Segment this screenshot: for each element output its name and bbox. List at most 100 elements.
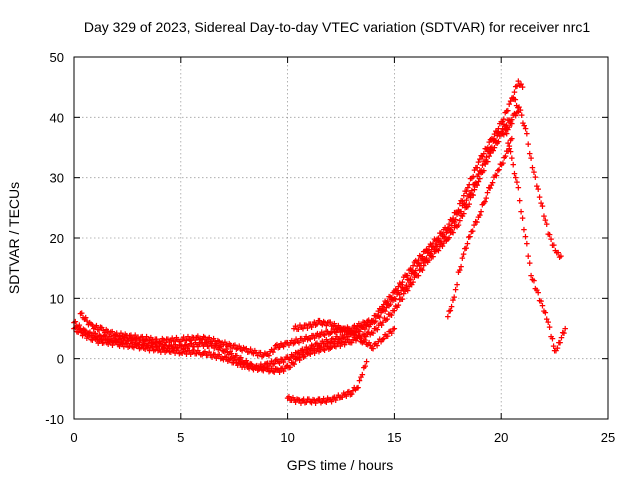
data-point: + <box>263 358 269 370</box>
data-point: + <box>324 336 330 348</box>
data-point: + <box>146 336 152 348</box>
data-point: + <box>279 354 285 366</box>
data-point: + <box>116 334 122 346</box>
data-point: + <box>247 359 253 371</box>
data-point: + <box>511 94 517 106</box>
data-point: + <box>139 332 145 344</box>
data-points: ++++++++++++++++++++++++++++++++++++++++… <box>71 76 569 410</box>
data-point: + <box>124 335 130 347</box>
data-point: + <box>399 282 405 294</box>
data-point: + <box>296 355 302 367</box>
data-point: + <box>121 332 127 344</box>
data-point: + <box>189 332 195 344</box>
data-point: + <box>524 239 530 251</box>
data-point: + <box>378 307 384 319</box>
data-point: + <box>310 394 316 406</box>
data-point: + <box>397 289 403 301</box>
data-point: + <box>534 181 540 193</box>
data-point: + <box>421 255 427 267</box>
data-point: + <box>284 361 290 373</box>
data-point: + <box>243 359 249 371</box>
data-point: + <box>206 341 212 353</box>
data-point: + <box>488 180 494 192</box>
data-point: + <box>498 129 504 141</box>
data-point: + <box>246 363 252 375</box>
data-point: + <box>240 357 246 369</box>
data-point: + <box>109 336 115 348</box>
data-point: + <box>309 330 315 342</box>
data-point: + <box>314 395 320 407</box>
x-axis-label: GPS time / hours <box>287 457 394 473</box>
data-point: + <box>367 340 373 352</box>
data-point: + <box>267 366 273 378</box>
data-point: + <box>402 283 408 295</box>
data-point: + <box>295 347 301 359</box>
data-point: + <box>95 325 101 337</box>
data-point: + <box>79 326 85 338</box>
data-point: + <box>433 246 439 258</box>
data-point: + <box>303 332 309 344</box>
data-point: + <box>506 122 512 134</box>
data-point: + <box>355 326 361 338</box>
data-point: + <box>539 300 545 312</box>
data-point: + <box>294 336 300 348</box>
data-point: + <box>324 327 330 339</box>
data-point: + <box>491 142 497 154</box>
data-point: + <box>260 366 266 378</box>
data-point: + <box>451 223 457 235</box>
data-point: + <box>303 397 309 409</box>
data-point: + <box>116 341 122 353</box>
data-point: + <box>348 326 354 338</box>
data-point: + <box>410 277 416 289</box>
data-point: + <box>371 339 377 351</box>
data-point: + <box>515 103 521 115</box>
data-point: + <box>85 319 91 331</box>
data-point: + <box>217 353 223 365</box>
data-point: + <box>510 110 516 122</box>
data-point: + <box>470 190 476 202</box>
data-point: + <box>348 328 354 340</box>
data-point: + <box>192 338 198 350</box>
data-point: + <box>188 338 194 350</box>
data-point: + <box>195 331 201 343</box>
data-point: + <box>466 189 472 201</box>
data-point: + <box>298 398 304 410</box>
data-point: + <box>108 327 114 339</box>
y-tick-label: 40 <box>50 110 64 125</box>
data-point: + <box>388 310 394 322</box>
data-point: + <box>455 205 461 217</box>
data-point: + <box>205 334 211 346</box>
data-point: + <box>116 331 122 343</box>
data-point: + <box>258 359 264 371</box>
data-point: + <box>198 349 204 361</box>
data-point: + <box>526 258 532 270</box>
data-point: + <box>475 177 481 189</box>
data-point: + <box>294 324 300 336</box>
data-point: + <box>77 323 83 335</box>
data-point: + <box>480 198 486 210</box>
data-point: + <box>454 222 460 234</box>
x-tick-label: 10 <box>280 430 294 445</box>
data-point: + <box>328 334 334 346</box>
data-point: + <box>502 124 508 136</box>
data-point: + <box>343 391 349 403</box>
data-point: + <box>459 253 465 265</box>
data-point: + <box>286 391 292 403</box>
data-point: + <box>453 220 459 232</box>
data-point: + <box>410 267 416 279</box>
data-point: + <box>457 265 463 277</box>
data-point: + <box>196 334 202 346</box>
data-point: + <box>193 348 199 360</box>
data-point: + <box>368 343 374 355</box>
data-point: + <box>105 326 111 338</box>
data-point: + <box>443 227 449 239</box>
data-point: + <box>239 345 245 357</box>
data-point: + <box>337 341 343 353</box>
data-point: + <box>311 348 317 360</box>
data-point: + <box>452 284 458 296</box>
data-point: + <box>441 224 447 236</box>
data-point: + <box>449 227 455 239</box>
data-point: + <box>303 342 309 354</box>
data-point: + <box>296 395 302 407</box>
data-point: + <box>483 144 489 156</box>
